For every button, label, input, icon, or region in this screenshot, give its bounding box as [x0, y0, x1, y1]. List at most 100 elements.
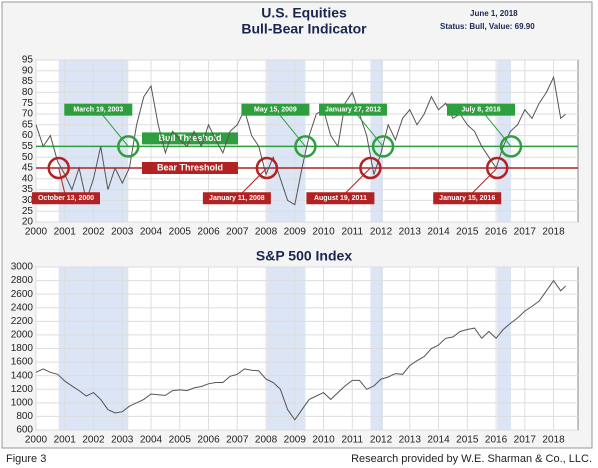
y-tick-label: 2800 [11, 275, 34, 286]
x-tick-label: 2012 [370, 435, 393, 446]
chart-title: U.S. Equities [261, 5, 347, 21]
x-tick-label: 2018 [542, 435, 565, 446]
x-tick-label: 2011 [342, 227, 364, 238]
x-tick-label: 2008 [255, 435, 278, 446]
annotation-circle [499, 135, 523, 158]
x-tick-label: 2000 [25, 435, 48, 446]
annotation-circle [47, 156, 70, 180]
x-tick-label: 2012 [370, 227, 393, 238]
y-tick-label: 20 [22, 217, 34, 228]
y-tick-label: 1400 [11, 370, 34, 381]
status: Status: Bull, Value: 69.90 [440, 22, 535, 31]
x-tick-label: 2000 [25, 227, 48, 238]
annotation-leader [352, 109, 384, 147]
annotation-box [306, 192, 375, 205]
annotation-label: August 19, 2011 [314, 195, 367, 202]
x-tick-label: 2010 [312, 435, 335, 446]
annotation-box [241, 103, 310, 116]
shaded-period [266, 60, 306, 222]
x-tick-label: 2003 [111, 435, 134, 446]
y-tick-label: 65 [22, 119, 34, 130]
threshold-label: Bear Threshold [157, 162, 223, 172]
shaded-period [370, 60, 384, 222]
annotation-box [447, 103, 516, 116]
annotation-box [32, 192, 100, 205]
y-tick-label: 55 [22, 141, 34, 152]
annotation-box [433, 192, 502, 205]
x-tick-label: 2009 [284, 227, 307, 238]
y-tick-label: 600 [16, 425, 33, 436]
y-tick-label: 2600 [11, 289, 34, 300]
annotation-box [319, 103, 388, 116]
y-tick-label: 40 [22, 173, 34, 184]
x-tick-label: 2010 [312, 227, 335, 238]
x-tick-label: 2009 [284, 435, 307, 446]
annotation-leader [275, 109, 306, 147]
y-tick-label: 1800 [11, 343, 34, 354]
data-line [35, 75, 566, 206]
x-tick-label: 2005 [169, 227, 192, 238]
x-tick-label: 2007 [226, 227, 249, 238]
annotation-leader [97, 109, 129, 147]
annotation-circle [255, 156, 279, 180]
y-tick-label: 25 [22, 206, 34, 217]
y-tick-label: 70 [22, 109, 34, 120]
annotation-box [202, 192, 271, 205]
annotation-label: July 8, 2016 [461, 107, 500, 114]
annotation-label: January 11, 2008 [209, 195, 265, 202]
chart-title: S&P 500 Index [256, 248, 352, 264]
annotation-circle [359, 156, 382, 180]
annotation-label: March 19, 2003 [73, 107, 123, 114]
x-tick-label: 2007 [226, 435, 249, 446]
annotation-label: May 15, 2009 [254, 107, 297, 114]
x-tick-label: 2006 [197, 435, 220, 446]
x-tick-label: 2018 [542, 227, 565, 238]
x-tick-label: 2001 [54, 435, 77, 446]
annotation-leader [480, 109, 512, 147]
x-tick-label: 2011 [342, 435, 364, 446]
x-tick-label: 2017 [514, 227, 537, 238]
annotation-label: January 15, 2016 [439, 195, 495, 202]
annotation-circle [117, 135, 140, 158]
y-tick-label: 1200 [11, 384, 34, 395]
x-tick-label: 2004 [140, 435, 163, 446]
annotation-circle [371, 135, 395, 158]
x-tick-label: 2002 [82, 227, 105, 238]
credit: Research provided by W.E. Sharman & Co.,… [351, 453, 592, 465]
y-tick-label: 2000 [11, 330, 34, 341]
y-tick-label: 35 [22, 184, 34, 195]
chart-subtitle: Bull-Bear Indicator [241, 21, 367, 37]
y-tick-label: 1600 [11, 357, 34, 368]
x-tick-label: 2015 [456, 227, 479, 238]
y-tick-label: 60 [22, 130, 34, 141]
y-tick-label: 2400 [11, 302, 34, 313]
y-tick-label: 1000 [11, 397, 34, 408]
y-tick-label: 85 [22, 76, 34, 87]
annotation-circle [485, 156, 509, 180]
x-tick-label: 2014 [427, 435, 450, 446]
threshold-label: Bull Threshold [159, 133, 222, 143]
y-tick-label: 45 [22, 163, 34, 174]
y-tick-label: 2200 [11, 316, 34, 327]
x-tick-label: 2008 [255, 227, 278, 238]
x-tick-label: 2006 [197, 227, 220, 238]
annotation-label: January 27, 2012 [325, 107, 381, 114]
annotation-box [64, 103, 133, 116]
x-tick-label: 2002 [82, 435, 105, 446]
x-tick-label: 2016 [485, 227, 508, 238]
annotation-label: October 13, 2000 [38, 195, 94, 202]
x-tick-label: 2013 [399, 435, 422, 446]
x-tick-label: 2003 [111, 227, 134, 238]
data-line [35, 279, 566, 421]
date: June 1, 2018 [470, 9, 518, 18]
y-tick-label: 75 [22, 98, 34, 109]
figure-label: Figure 3 [6, 453, 46, 465]
x-tick-label: 2014 [427, 227, 450, 238]
x-tick-label: 2013 [399, 227, 422, 238]
threshold-label-box [142, 162, 238, 174]
y-tick-label: 80 [22, 87, 34, 98]
x-tick-label: 2005 [169, 435, 192, 446]
y-tick-label: 3000 [11, 262, 34, 273]
x-tick-label: 2004 [140, 227, 163, 238]
